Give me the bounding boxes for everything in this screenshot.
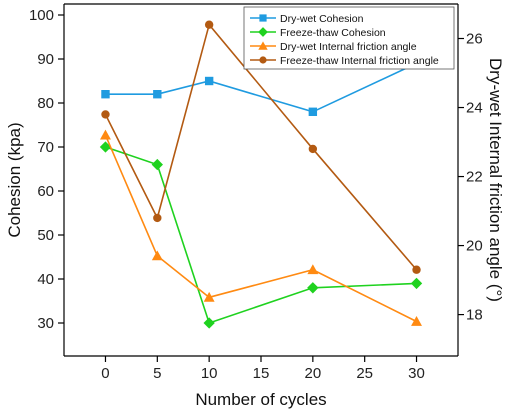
series-dry-wet-internal-friction-angle xyxy=(100,129,422,326)
series-layer xyxy=(99,20,423,329)
data-point xyxy=(411,316,422,326)
y-left-tick-label: 80 xyxy=(37,95,54,112)
data-point xyxy=(307,282,319,294)
data-point xyxy=(410,277,423,290)
data-point xyxy=(153,90,162,99)
x-tick-label: 10 xyxy=(201,365,218,382)
legend-box xyxy=(243,6,455,70)
x-tick-label: 15 xyxy=(253,365,270,382)
y-left-tick-label: 60 xyxy=(37,183,54,200)
y-left-tick-label: 40 xyxy=(37,271,54,288)
data-point xyxy=(308,107,318,116)
legend-label: Dry-wet Internal friction angle xyxy=(280,41,417,53)
x-tick-label: 30 xyxy=(408,365,425,382)
data-point xyxy=(412,265,421,274)
legend-marker xyxy=(259,14,267,22)
legend-marker xyxy=(258,41,268,50)
legend-label: Freeze-thaw Cohesion xyxy=(280,27,386,39)
legend-label: Freeze-thaw Internal friction angle xyxy=(280,55,439,67)
data-point xyxy=(307,264,319,275)
x-tick-label: 25 xyxy=(356,365,373,382)
y-right-tick-label: 18 xyxy=(466,307,483,324)
legend-items: Dry-wet Cohesion Freeze-thaw Cohesion Dry-… xyxy=(250,13,439,67)
y-right-tick-label: 26 xyxy=(466,31,483,48)
y-right-tick-label: 20 xyxy=(466,238,483,255)
data-point xyxy=(101,110,110,119)
y-right-tick-label: 24 xyxy=(466,100,483,117)
legend: Dry-wet Cohesion Freeze-thaw Cohesion Dry-… xyxy=(243,6,455,70)
x-ticks: 0 5 10 15 20 25 30 xyxy=(101,356,425,382)
y-left-tick-label: 70 xyxy=(37,139,54,156)
y-right-ticks: 18 20 22 24 26 xyxy=(458,31,483,324)
series-freeze-thaw-internal-friction-angle xyxy=(101,20,421,274)
y-left-tick-label: 90 xyxy=(37,51,54,68)
legend-marker xyxy=(259,56,267,64)
data-point xyxy=(151,158,163,171)
x-tick-label: 0 xyxy=(101,365,109,382)
series-line xyxy=(105,146,417,325)
y-right-axis-title: Dry-wet Internal friction angle (°) xyxy=(486,58,505,302)
data-point xyxy=(100,129,111,140)
x-tick-label: 5 xyxy=(153,365,161,382)
y-left-tick-label: 100 xyxy=(29,7,54,24)
data-point xyxy=(99,141,112,153)
data-point xyxy=(151,250,163,261)
y-left-ticks: 30 40 50 60 70 80 90 100 xyxy=(29,7,64,332)
x-tick-label: 20 xyxy=(304,365,321,382)
x-axis-title: Number of cycles xyxy=(195,390,326,409)
data-point xyxy=(203,317,215,329)
legend-label: Dry-wet Cohesion xyxy=(280,13,364,25)
y-right-tick-label: 22 xyxy=(466,169,483,186)
data-point xyxy=(308,144,318,154)
data-point xyxy=(101,90,110,99)
data-point xyxy=(204,20,214,29)
legend-marker xyxy=(258,27,268,37)
data-point xyxy=(204,76,214,86)
data-point xyxy=(203,291,215,302)
y-left-tick-label: 30 xyxy=(37,315,54,332)
y-left-tick-label: 50 xyxy=(37,227,54,244)
y-left-axis-title: Cohesion (kpa) xyxy=(5,122,24,237)
data-point xyxy=(153,213,162,223)
